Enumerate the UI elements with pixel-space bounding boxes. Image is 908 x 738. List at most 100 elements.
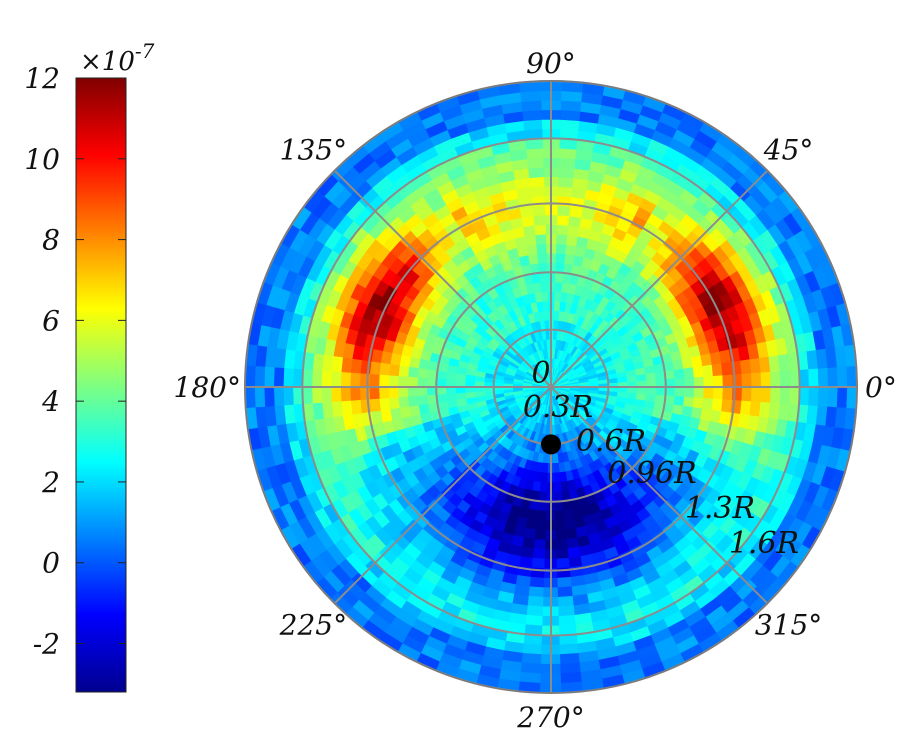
heatmap-cell: [749, 400, 762, 417]
heatmap-cell: [527, 595, 544, 608]
heatmap-cell: [388, 364, 400, 377]
heatmap-cell: [555, 519, 567, 531]
heatmap-cell: [665, 386, 676, 396]
heatmap-cell: [645, 393, 657, 402]
heatmap-cell: [846, 365, 857, 388]
heatmap-cell: [558, 147, 577, 160]
heatmap-cell: [749, 357, 762, 374]
heatmap-cell: [817, 367, 829, 388]
heatmap-cell: [555, 510, 566, 522]
heatmap-cell: [560, 282, 570, 294]
heatmap-cell: [445, 372, 457, 381]
heatmap-cell: [455, 373, 467, 382]
colorbar-tick-label: 2: [41, 466, 60, 499]
heatmap-cell: [566, 537, 580, 550]
heatmap-cell: [721, 361, 733, 376]
heatmap-cell: [535, 243, 547, 255]
heatmap-cell: [560, 652, 581, 665]
heatmap-cell: [521, 109, 542, 122]
colorbar-tick-label: 0: [42, 547, 60, 580]
heatmap-cell: [520, 99, 542, 112]
heatmap-cell: [557, 586, 574, 598]
heatmap-cell: [531, 557, 546, 569]
heatmap-cell: [558, 605, 576, 617]
heatmap-cell: [378, 386, 390, 400]
heatmap-cell: [537, 262, 548, 274]
heatmap-cell: [534, 529, 547, 541]
heatmap-cell: [564, 244, 577, 256]
heatmap-cell: [555, 252, 566, 264]
heatmap-cell: [555, 243, 567, 255]
heatmap-cell: [827, 366, 839, 388]
colorbar-tick-label: 8: [42, 224, 60, 257]
heatmap-cell: [558, 614, 577, 627]
radial-tick-label: 0.6R: [576, 424, 646, 459]
heatmap-cell: [529, 185, 545, 198]
heatmap-cell: [245, 386, 256, 409]
heatmap-cell: [554, 481, 563, 493]
heatmap-cell: [770, 370, 781, 388]
radial-tick-label: 1.3R: [685, 491, 755, 526]
heatmap-cell: [536, 252, 547, 264]
heatmap-cell: [417, 368, 429, 379]
heatmap-cell: [556, 538, 569, 550]
heatmap-cell: [553, 300, 561, 312]
heatmap-cell: [827, 386, 839, 408]
heatmap-cell: [369, 386, 380, 400]
heatmap-cell: [369, 374, 380, 388]
heatmap-cell: [535, 519, 547, 531]
heatmap-cell: [674, 377, 686, 388]
heatmap-cell: [817, 386, 829, 407]
heatmap-cell: [557, 176, 574, 188]
heatmap-cell: [521, 652, 542, 665]
heatmap-cell: [558, 166, 575, 179]
heatmap-cell: [378, 398, 391, 412]
heatmap-cell: [378, 374, 390, 388]
heatmap-cell: [751, 386, 762, 402]
heatmap-cell: [522, 224, 536, 237]
heatmap-cell: [349, 386, 361, 402]
heatmap-cell: [321, 370, 332, 388]
heatmap-cell: [770, 386, 781, 404]
heatmap-cell: [553, 310, 560, 321]
heatmap-cell: [519, 671, 542, 684]
heatmap-cell: [741, 386, 753, 402]
heatmap-cell: [527, 166, 544, 179]
heatmap-cell: [388, 375, 399, 388]
heatmap-cell: [282, 368, 294, 388]
heatmap-cell: [340, 400, 353, 417]
heatmap-cell: [836, 366, 848, 388]
heatmap-cell: [254, 386, 266, 408]
heatmap-cell: [416, 386, 428, 397]
colorbar-tick-label: 6: [42, 304, 60, 337]
heatmap-cell: [522, 119, 543, 131]
heatmap-cell: [555, 529, 568, 541]
angular-tick-label: 315°: [755, 609, 822, 642]
heatmap-cell: [684, 376, 695, 388]
heatmap-cell: [520, 662, 542, 675]
heatmap-cell: [263, 366, 275, 388]
heatmap-cell: [665, 378, 676, 388]
heatmap-cell: [311, 386, 323, 404]
heatmap-cell: [525, 614, 544, 627]
heatmap-cell: [445, 379, 456, 388]
heatmap-cell: [378, 362, 391, 376]
angular-tick-label: 270°: [516, 701, 584, 734]
heatmap-cell: [556, 548, 570, 560]
heatmap-cell: [760, 386, 772, 403]
heatmap-cell: [693, 386, 705, 398]
heatmap-cell: [522, 643, 543, 655]
heatmap-cell: [808, 368, 820, 388]
heatmap-cell: [311, 370, 323, 388]
heatmap-cell: [302, 369, 313, 388]
heatmap-cell: [407, 376, 418, 388]
heatmap-cell: [528, 176, 545, 188]
heatmap-cell: [779, 370, 791, 388]
heatmap-cell: [532, 548, 546, 560]
heatmap-cell: [554, 491, 564, 503]
heatmap-cell: [808, 386, 820, 406]
colorbar: 12 10 8 6 4 2 0 -2 ×10-7: [24, 39, 155, 693]
heatmap-cell: [407, 386, 418, 398]
colorbar-tick-label: 4: [41, 385, 60, 418]
heatmap-cell: [712, 386, 724, 400]
